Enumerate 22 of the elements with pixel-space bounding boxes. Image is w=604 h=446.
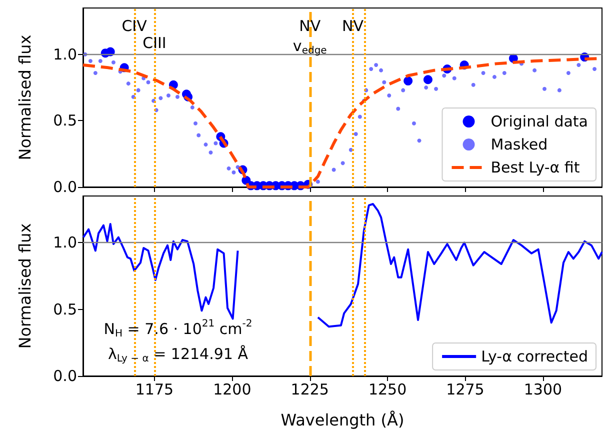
- x-axis-title: Wavelength (Å): [280, 410, 404, 430]
- y-tick-label: 0.0: [53, 178, 77, 196]
- x-tick-label: 1225: [290, 380, 329, 398]
- x-tick-label: 1300: [524, 380, 562, 398]
- y-tick-label: 0.5: [53, 300, 77, 318]
- y-axis-title: Normalised flux: [16, 223, 34, 349]
- ref-line-label: NV: [342, 17, 364, 35]
- legend-label: Ly-α corrected: [481, 348, 588, 366]
- y-axis-title: Normalised flux: [16, 34, 34, 160]
- legend-label: Original data: [490, 112, 588, 130]
- legend-label: Masked: [490, 136, 548, 154]
- x-tick-label: 1275: [446, 380, 484, 398]
- y-tick-label: 0.5: [53, 112, 77, 130]
- y-tick-label: 1.0: [53, 45, 77, 64]
- x-tick-label: 1175: [135, 380, 174, 398]
- y-tick-label: 0.0: [53, 367, 77, 385]
- x-tick-label: 1250: [368, 380, 407, 398]
- y-tick-label: 1.0: [53, 234, 77, 252]
- ref-line-label: CIV: [122, 17, 148, 35]
- legend-label: Best Ly-α fit: [490, 158, 580, 176]
- ref-line-label: CIII: [142, 34, 166, 52]
- x-tick-label: 1200: [213, 380, 252, 398]
